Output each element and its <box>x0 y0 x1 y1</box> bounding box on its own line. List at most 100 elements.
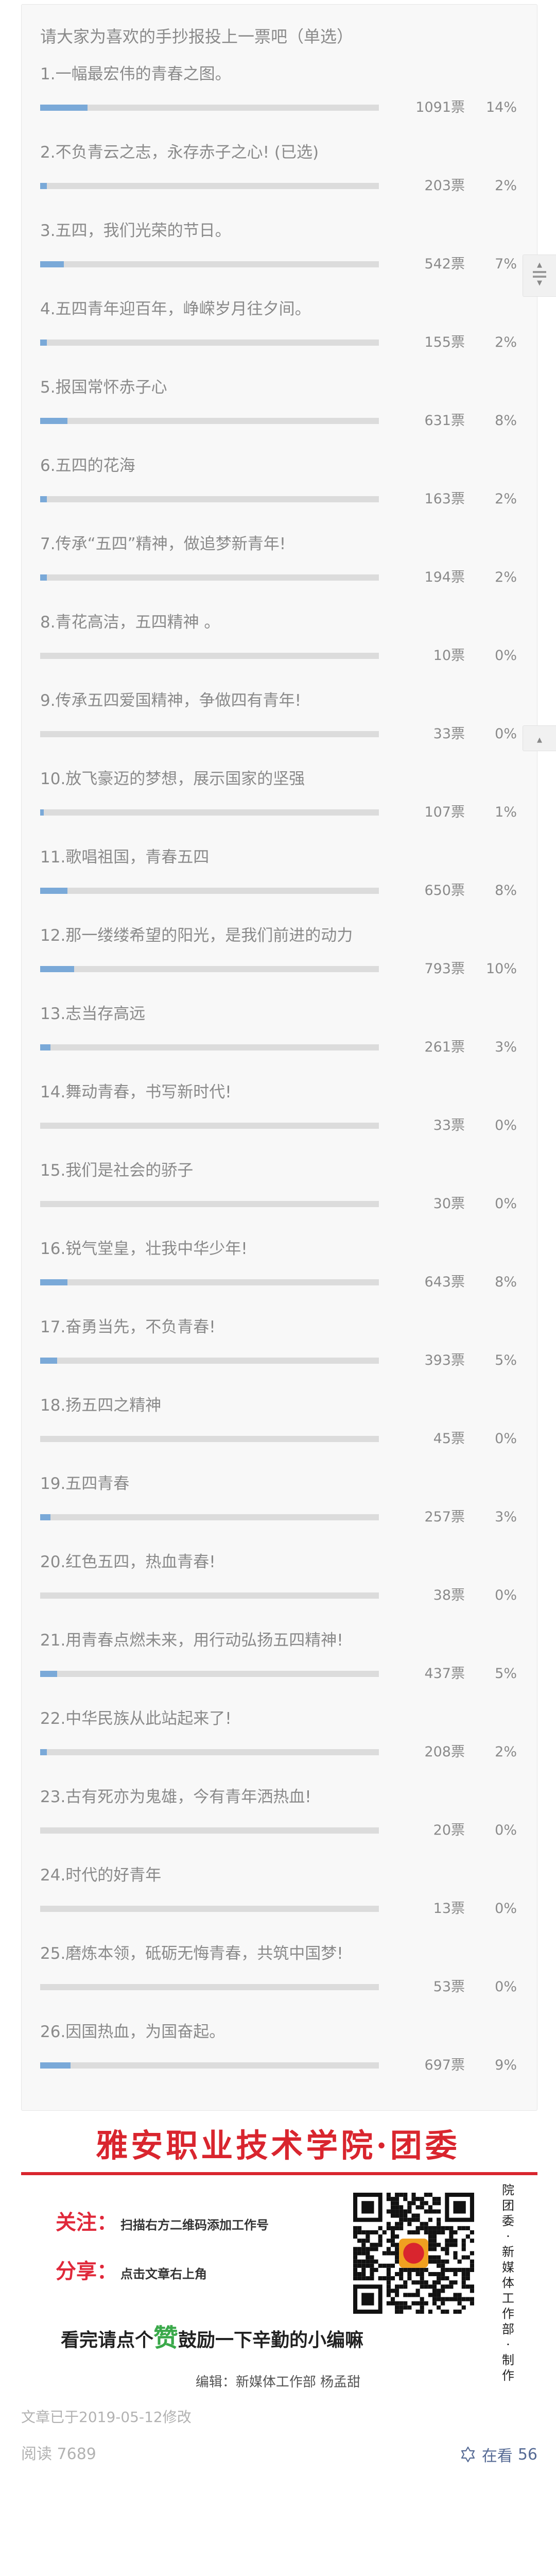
vote-bar <box>40 418 379 424</box>
poll-option[interactable]: 20.红色五四，热血青春! 38票 0% <box>22 1552 537 1630</box>
vote-bar-fill <box>40 966 74 972</box>
share-row: 分享： 点击文章右上角 <box>56 2255 207 2284</box>
option-label: 6.五四的花海 <box>40 456 135 475</box>
vote-bar <box>40 1984 379 1990</box>
qr-code <box>353 2193 474 2314</box>
vote-count: 631票 <box>424 413 465 429</box>
vote-bar <box>40 809 379 816</box>
poll-card: 请大家为喜欢的手抄报投上一票吧（单选） 1.一幅最宏伟的青春之图。 1091票 14… <box>21 4 537 2111</box>
option-label: 5.报国常怀赤子心 <box>40 378 167 397</box>
poll-option[interactable]: 13.志当存高远 261票 3% <box>22 1004 537 1082</box>
vote-percent: 9% <box>495 2057 517 2073</box>
vote-bar-fill <box>40 809 44 816</box>
looking-count: 56 <box>517 2445 537 2464</box>
share-key: 分享： <box>56 2259 117 2283</box>
vote-percent: 0% <box>495 1979 517 1995</box>
poll-option[interactable]: 6.五四的花海 163票 2% <box>22 455 537 534</box>
vote-count: 650票 <box>424 883 465 899</box>
poll-option[interactable]: 21.用青春点燃未来，用行动弘扬五四精神! 437票 5% <box>22 1630 537 1708</box>
vote-bar <box>40 1358 379 1364</box>
praise-after: 鼓励一下辛勤的小编嘛 <box>178 2330 364 2351</box>
vote-bar <box>40 1044 379 1050</box>
vote-count: 107票 <box>424 804 465 820</box>
poll-option[interactable]: 10.放飞豪迈的梦想，展示国家的坚强 107票 1% <box>22 769 537 847</box>
vote-count: 542票 <box>424 256 465 272</box>
drag-handle-icon[interactable] <box>533 271 546 273</box>
vote-count: 1091票 <box>415 99 465 115</box>
option-label: 25.磨炼本领，砥砺无悔青春，共筑中国梦! <box>40 1944 343 1963</box>
poll-option[interactable]: 17.奋勇当先，不负青春! 393票 5% <box>22 1317 537 1395</box>
vote-count: 45票 <box>433 1431 465 1447</box>
vote-percent: 2% <box>495 178 517 194</box>
vote-count: 393票 <box>424 1352 465 1368</box>
vote-bar-fill <box>40 496 47 502</box>
poll-option[interactable]: 16.锐气堂皇，壮我中华少年! 643票 8% <box>22 1239 537 1317</box>
vote-bar-fill <box>40 340 47 346</box>
poll-option[interactable]: 23.古有死亦为鬼雄，今有青年洒热血! 20票 0% <box>22 1787 537 1865</box>
scroll-widget[interactable]: ▲ ▼ <box>523 255 556 297</box>
vote-count: 10票 <box>433 648 465 664</box>
triangle-up-icon[interactable]: ▲ <box>537 261 542 269</box>
poll-option[interactable]: 26.因国热血，为国奋起。 697票 9% <box>22 2022 537 2100</box>
poll-option[interactable]: 1.一幅最宏伟的青春之图。 1091票 14% <box>22 64 537 142</box>
vote-bar <box>40 340 379 346</box>
share-text: 点击文章右上角 <box>120 2266 207 2281</box>
vote-bar <box>40 1201 379 1207</box>
poll-option[interactable]: 8.青花高洁，五四精神 。 10票 0% <box>22 612 537 690</box>
vote-bar <box>40 1906 379 1912</box>
vote-bar <box>40 888 379 894</box>
poll-option[interactable]: 5.报国常怀赤子心 631票 8% <box>22 377 537 455</box>
option-label: 13.志当存高远 <box>40 1005 146 1023</box>
vote-count: 643票 <box>424 1274 465 1290</box>
looking-label: 在看 <box>481 2447 513 2465</box>
option-label: 4.五四青年迎百年，峥嵘岁月往夕间。 <box>40 300 311 318</box>
poll-option[interactable]: 15.我们是社会的骄子 30票 0% <box>22 1160 537 1239</box>
option-label: 18.扬五四之精神 <box>40 1396 162 1415</box>
vote-bar <box>40 1592 379 1599</box>
vote-percent: 2% <box>495 1744 517 1760</box>
poll-option[interactable]: 24.时代的好青年 13票 0% <box>22 1865 537 1943</box>
vote-count: 33票 <box>433 1117 465 1133</box>
poll-option[interactable]: 9.传承五四爱国精神，争做四有青年! 33票 0% <box>22 690 537 769</box>
option-label: 16.锐气堂皇，壮我中华少年! <box>40 1240 248 1258</box>
option-label: 9.传承五四爱国精神，争做四有青年! <box>40 691 302 710</box>
vote-percent: 8% <box>495 413 517 429</box>
option-label: 10.放飞豪迈的梦想，展示国家的坚强 <box>40 770 305 788</box>
vote-count: 33票 <box>433 726 465 742</box>
poll-option[interactable]: 7.传承“五四”精神，做追梦新青年! 194票 2% <box>22 534 537 612</box>
option-label: 14.舞动青春，书写新时代! <box>40 1083 232 1101</box>
option-label: 20.红色五四，热血青春! <box>40 1553 216 1571</box>
vote-percent: 0% <box>495 1587 517 1603</box>
vote-bar-fill <box>40 105 88 111</box>
option-label: 3.五四，我们光荣的节日。 <box>40 222 231 240</box>
vote-percent: 7% <box>495 256 517 272</box>
poll-option[interactable]: 12.那一缕缕希望的阳光，是我们前进的动力 793票 10% <box>22 925 537 1004</box>
vote-percent: 5% <box>495 1352 517 1368</box>
poll-title: 请大家为喜欢的手抄报投上一票吧（单选） <box>40 27 354 46</box>
option-label: 2.不负青云之志，永存赤子之心! (已选) <box>40 143 319 162</box>
poll-option[interactable]: 19.五四青春 257票 3% <box>22 1473 537 1552</box>
poll-option[interactable]: 11.歌唱祖国，青春五四 650票 8% <box>22 847 537 925</box>
vote-bar <box>40 1279 379 1285</box>
vote-percent: 8% <box>495 883 517 899</box>
triangle-up-icon[interactable]: ▲ <box>537 736 542 744</box>
poll-option[interactable]: 25.磨炼本领，砥砺无悔青春，共筑中国梦! 53票 0% <box>22 1943 537 2022</box>
vote-count: 697票 <box>424 2057 465 2073</box>
vote-percent: 2% <box>495 491 517 507</box>
scroll-top-widget[interactable]: ▲ <box>523 725 556 751</box>
poll-option[interactable]: 4.五四青年迎百年，峥嵘岁月往夕间。 155票 2% <box>22 299 537 377</box>
vote-count: 163票 <box>424 491 465 507</box>
poll-option[interactable]: 3.五四，我们光荣的节日。 542票 7% <box>22 221 537 299</box>
vote-bar-fill <box>40 1514 50 1520</box>
vote-bar <box>40 731 379 737</box>
vote-percent: 1% <box>495 804 517 820</box>
poll-option[interactable]: 14.舞动青春，书写新时代! 33票 0% <box>22 1082 537 1160</box>
triangle-down-icon[interactable]: ▼ <box>537 279 542 287</box>
poll-option[interactable]: 18.扬五四之精神 45票 0% <box>22 1395 537 1473</box>
vote-count: 194票 <box>424 569 465 585</box>
poll-option[interactable]: 22.中华民族从此站起来了! 208票 2% <box>22 1708 537 1787</box>
poll-option[interactable]: 2.不负青云之志，永存赤子之心! (已选) 203票 2% <box>22 142 537 221</box>
looking-button[interactable]: 在看 56 <box>459 2443 537 2466</box>
option-label: 21.用青春点燃未来，用行动弘扬五四精神! <box>40 1631 343 1650</box>
vote-bar-fill <box>40 1044 50 1050</box>
